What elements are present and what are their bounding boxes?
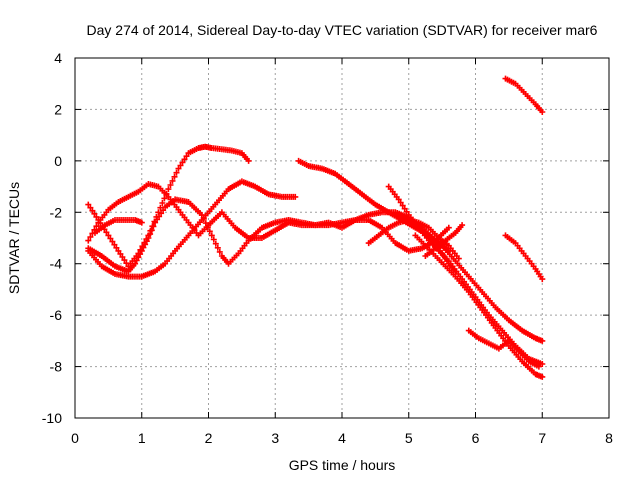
series-track-1 bbox=[85, 143, 252, 270]
data-points bbox=[85, 75, 546, 380]
data-marks-track-14 bbox=[502, 75, 546, 115]
data-marks-track-5 bbox=[92, 217, 145, 236]
data-marks-track-12 bbox=[465, 327, 542, 370]
x-tick-label: 3 bbox=[271, 430, 279, 446]
x-tick-label: 7 bbox=[538, 430, 546, 446]
data-marks-track-1 bbox=[85, 143, 252, 270]
series-track-13 bbox=[502, 232, 546, 283]
series-track-8 bbox=[412, 232, 546, 380]
series-track-14 bbox=[502, 75, 546, 115]
axis-ticks bbox=[74, 57, 610, 419]
series-track-7 bbox=[385, 183, 546, 367]
x-tick-labels: 0 1 2 3 4 5 6 7 8 bbox=[71, 430, 613, 446]
series-track-11 bbox=[422, 222, 466, 259]
data-marks-track-7 bbox=[385, 183, 546, 367]
y-axis-label: SDTVAR / TECUs bbox=[6, 182, 22, 294]
y-tick-label: -4 bbox=[50, 256, 63, 272]
y-tick-labels: -10 -8 -6 -4 -2 0 2 4 bbox=[42, 50, 62, 426]
y-tick-label: 0 bbox=[54, 153, 62, 169]
series-track-12 bbox=[465, 327, 542, 370]
x-tick-label: 2 bbox=[205, 430, 213, 446]
data-marks-track-8 bbox=[412, 232, 546, 380]
series-track-10 bbox=[399, 214, 459, 275]
x-axis-label: GPS time / hours bbox=[289, 457, 396, 473]
y-tick-label: 4 bbox=[54, 50, 62, 66]
grid-lines bbox=[75, 58, 609, 418]
y-tick-label: 2 bbox=[54, 101, 62, 117]
x-tick-label: 6 bbox=[472, 430, 480, 446]
y-tick-label: -10 bbox=[42, 410, 62, 426]
y-tick-label: -8 bbox=[50, 359, 63, 375]
data-marks-track-13 bbox=[502, 232, 546, 283]
y-tick-label: -6 bbox=[50, 307, 63, 323]
x-tick-label: 5 bbox=[405, 430, 413, 446]
data-marks-track-11 bbox=[422, 222, 466, 259]
series-track-5 bbox=[92, 217, 145, 236]
data-marks-track-10 bbox=[399, 214, 459, 275]
x-tick-label: 1 bbox=[138, 430, 146, 446]
series-track-3 bbox=[85, 178, 299, 280]
y-tick-label: -2 bbox=[50, 204, 63, 220]
x-tick-label: 8 bbox=[605, 430, 613, 446]
x-tick-label: 0 bbox=[71, 430, 79, 446]
chart-title: Day 274 of 2014, Sidereal Day-to-day VTE… bbox=[87, 22, 598, 38]
data-marks-track-3 bbox=[85, 178, 299, 280]
x-tick-label: 4 bbox=[338, 430, 346, 446]
